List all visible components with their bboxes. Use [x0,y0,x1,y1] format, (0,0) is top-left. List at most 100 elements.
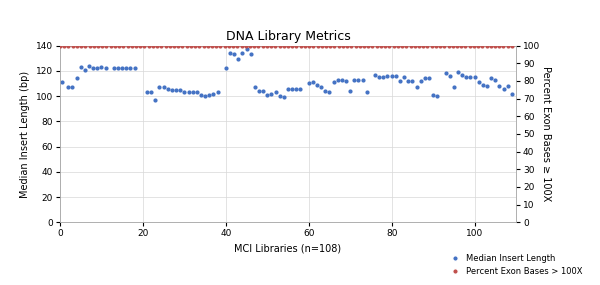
Point [379,75,388,80]
Point [258,43,268,48]
Point [238,51,247,56]
Point [374,75,384,80]
Point [194,43,204,48]
Point [337,78,347,82]
Point [64,43,73,48]
Point [346,89,355,93]
Point [308,80,317,84]
Point [410,43,419,48]
Point [478,43,487,48]
Point [433,94,442,98]
Point [151,97,160,102]
Point [406,43,415,48]
Point [470,75,479,80]
Point [283,43,293,48]
Point [233,43,242,48]
Point [237,43,247,48]
Point [106,43,115,48]
Point [165,43,175,48]
Point [271,90,280,95]
Point [395,79,405,83]
Point [144,43,154,48]
Point [192,90,202,95]
Point [80,67,89,72]
X-axis label: MCI Libraries (n=108): MCI Libraries (n=108) [235,244,341,254]
Point [262,93,272,97]
Point [113,66,123,71]
Point [494,43,504,48]
Point [84,64,94,68]
Point [76,43,86,48]
Point [412,85,421,89]
Point [266,43,276,48]
Point [200,94,210,98]
Point [203,43,212,48]
Point [372,43,382,48]
Point [127,43,137,48]
Point [182,43,191,48]
Point [448,43,458,48]
Point [221,66,230,71]
Point [266,91,276,96]
Point [242,47,251,52]
Point [351,43,361,48]
Point [427,43,436,48]
Point [179,90,189,95]
Point [359,43,369,48]
Point [431,43,440,48]
Point [487,76,496,81]
Point [246,52,256,57]
Point [439,43,449,48]
Point [503,43,512,48]
Point [159,85,169,89]
Point [353,78,363,82]
Point [321,43,331,48]
Point [207,43,217,48]
Point [457,72,467,77]
Point [333,78,343,82]
Point [385,43,394,48]
Point [199,43,208,48]
Point [161,43,170,48]
Point [399,75,409,80]
Point [229,43,238,48]
Point [233,57,243,62]
Point [300,43,310,48]
Point [441,71,451,76]
Point [271,43,280,48]
Point [466,75,475,80]
Point [171,87,181,92]
Point [275,43,284,48]
Point [362,90,371,95]
Point [452,43,462,48]
Point [325,43,335,48]
Point [178,43,187,48]
Point [130,66,139,71]
Point [296,86,305,91]
Point [175,87,185,92]
Point [254,89,264,93]
Point [109,66,119,71]
Point [312,82,322,87]
Legend: Median Insert Length, Percent Exon Bases > 100X: Median Insert Length, Percent Exon Bases… [445,253,584,278]
Point [503,84,512,88]
Point [308,43,318,48]
Point [469,43,479,48]
Point [142,90,152,95]
Point [397,43,407,48]
Point [364,43,373,48]
Point [320,89,330,93]
Point [224,43,234,48]
Point [478,82,488,87]
Point [146,90,156,95]
Point [64,85,73,89]
Point [55,43,65,48]
Point [93,43,103,48]
Point [186,43,196,48]
Point [250,43,259,48]
Point [245,43,255,48]
Point [422,43,432,48]
Point [57,80,67,84]
Point [486,43,496,48]
Point [59,43,69,48]
